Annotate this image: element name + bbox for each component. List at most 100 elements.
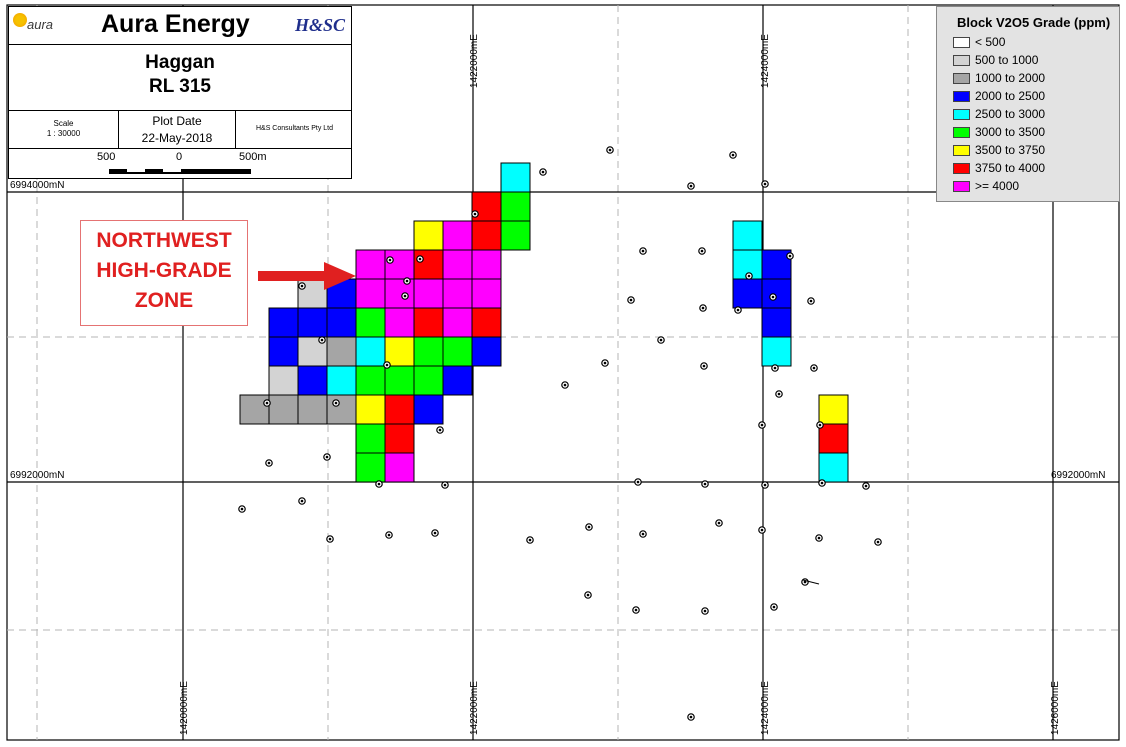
red-arrow-icon <box>258 262 356 290</box>
grade-block <box>384 394 415 425</box>
grade-block <box>326 394 357 425</box>
grade-block <box>268 365 299 396</box>
grade-block <box>326 365 357 396</box>
grade-block <box>239 394 270 425</box>
drillhole-marker <box>383 361 391 369</box>
scale-label: Scale <box>53 119 74 128</box>
drillhole-marker <box>606 146 614 154</box>
legend-swatch <box>953 163 970 174</box>
drillhole-marker <box>627 296 635 304</box>
title-block: aura Aura Energy H&SC Haggan RL 315 Scal… <box>8 6 352 179</box>
consultant-cell: H&S Consultants Pty Ltd <box>236 111 353 148</box>
drillhole-marker <box>734 306 742 314</box>
drillhole-marker <box>815 534 823 542</box>
legend-label: 2000 to 2500 <box>975 89 1046 103</box>
grade-block <box>732 220 763 251</box>
grade-block <box>471 220 502 251</box>
drillhole-marker <box>318 336 326 344</box>
drillhole-marker <box>687 182 695 190</box>
drillhole-marker <box>775 390 783 398</box>
grade-block <box>384 452 415 483</box>
drillhole-marker <box>729 151 737 159</box>
drillhole-marker <box>526 536 534 544</box>
grade-block <box>500 220 531 251</box>
grade-block <box>761 249 792 280</box>
grade-block <box>355 365 386 396</box>
drillhole-marker <box>687 713 695 721</box>
level-name: RL 315 <box>149 76 211 97</box>
drillhole-marker <box>471 210 479 218</box>
drillhole-marker <box>786 252 794 260</box>
drillhole-marker <box>323 453 331 461</box>
legend-swatch <box>953 181 970 192</box>
drillhole-marker <box>698 247 706 255</box>
drillhole-marker <box>862 482 870 490</box>
drillhole-marker <box>874 538 882 546</box>
grade-block <box>413 394 444 425</box>
sun-icon <box>13 13 27 27</box>
plot-date-cell: Plot Date 22-May-2018 <box>119 111 236 148</box>
drillhole-marker <box>701 480 709 488</box>
grade-block <box>384 423 415 454</box>
drillhole-marker <box>298 497 306 505</box>
legend-label: 500 to 1000 <box>975 53 1039 67</box>
grade-block <box>413 278 444 309</box>
grade-block <box>384 249 415 280</box>
drillhole-marker <box>584 591 592 599</box>
scalebar-right-label: 500m <box>239 151 267 163</box>
northing-label-mid-right: 6992000mN <box>1051 470 1105 481</box>
grade-block <box>442 278 473 309</box>
drillhole-marker <box>810 364 818 372</box>
legend-title: Block V2O5 Grade (ppm) <box>957 15 1111 30</box>
legend-label: 2500 to 3000 <box>975 107 1046 121</box>
grade-block <box>761 278 792 309</box>
northwest-zone-callout: NORTHWEST HIGH-GRADE ZONE <box>80 220 248 326</box>
easting-label-bottom-2: 1422000mE <box>469 681 480 735</box>
grade-block <box>413 249 444 280</box>
easting-label-bottom-4: 1426000mE <box>1050 681 1061 735</box>
grade-block <box>297 365 328 396</box>
company-name: Aura Energy <box>101 10 250 38</box>
drillhole-marker <box>761 481 769 489</box>
legend-label: 3000 to 3500 <box>975 125 1046 139</box>
easting-label-bottom-3: 1424000mE <box>760 681 771 735</box>
drillhole-marker <box>701 607 709 615</box>
scalebar-seg <box>109 169 127 173</box>
title-info-row: Scale 1 : 30000 Plot Date 22-May-2018 H&… <box>9 111 351 149</box>
scale-value: 1 : 30000 <box>46 129 81 138</box>
drillhole-marker <box>431 529 439 537</box>
drillhole-marker <box>385 531 393 539</box>
grade-block <box>268 394 299 425</box>
drillhole-marker <box>403 277 411 285</box>
grade-block <box>355 307 386 338</box>
legend-swatch <box>953 37 970 48</box>
drillhole-marker <box>807 297 815 305</box>
grade-block <box>442 336 473 367</box>
grade-block <box>384 336 415 367</box>
drillhole-marker <box>634 478 642 486</box>
legend-swatch <box>953 145 970 156</box>
legend-swatch <box>953 109 970 120</box>
drillhole-marker <box>238 505 246 513</box>
easting-label-top-1: 1422000mE <box>469 34 480 88</box>
grade-block <box>355 249 386 280</box>
grade-block <box>413 220 444 251</box>
drillhole-marker <box>745 272 753 280</box>
scalebar: 500 0 500m <box>9 149 351 179</box>
grade-block <box>500 162 531 193</box>
drillhole-marker <box>770 603 778 611</box>
grade-block <box>471 249 502 280</box>
drillhole-marker <box>375 480 383 488</box>
drillhole-marker <box>601 359 609 367</box>
drillhole-marker <box>632 606 640 614</box>
grade-block <box>471 307 502 338</box>
grade-block <box>268 336 299 367</box>
drillhole-marker <box>441 481 449 489</box>
scalebar-seg <box>145 169 163 173</box>
drillhole-marker <box>326 535 334 543</box>
legend-label: 3500 to 3750 <box>975 143 1046 157</box>
northing-label-mid-left: 6992000mN <box>10 470 64 481</box>
grade-block <box>326 307 357 338</box>
drillhole-marker <box>263 399 271 407</box>
